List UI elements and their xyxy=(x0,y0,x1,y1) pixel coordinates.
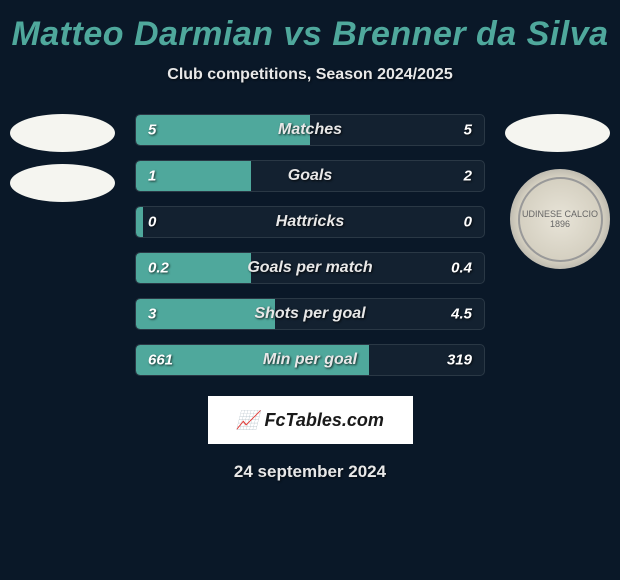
stat-fill xyxy=(136,207,143,237)
stat-value-left: 661 xyxy=(148,352,173,369)
stat-row: 5 Matches 5 xyxy=(135,114,485,146)
stat-value-right: 0 xyxy=(464,214,472,231)
page-title: Matteo Darmian vs Brenner da Silva xyxy=(11,15,608,54)
stat-value-right: 4.5 xyxy=(451,306,472,323)
stat-row: 0.2 Goals per match 0.4 xyxy=(135,252,485,284)
player1-club-icon xyxy=(10,164,115,202)
stat-value-left: 1 xyxy=(148,168,156,185)
player1-badge-icon xyxy=(10,114,115,152)
stat-row: 1 Goals 2 xyxy=(135,160,485,192)
stat-label: Goals per match xyxy=(247,259,372,277)
left-badges xyxy=(10,114,115,202)
stat-label: Goals xyxy=(288,167,332,185)
stat-label: Min per goal xyxy=(263,351,357,369)
stat-row: 661 Min per goal 319 xyxy=(135,344,485,376)
chart-icon: 📈 xyxy=(236,410,258,431)
stat-label: Hattricks xyxy=(276,213,344,231)
stat-value-right: 5 xyxy=(464,122,472,139)
stat-row: 0 Hattricks 0 xyxy=(135,206,485,238)
stats-area: UDINESE CALCIO 1896 5 Matches 5 1 Goals 2 0 Hat… xyxy=(0,114,620,376)
stat-label: Shots per goal xyxy=(254,305,365,323)
stat-value-left: 3 xyxy=(148,306,156,323)
club-badge-label: UDINESE CALCIO 1896 xyxy=(518,177,603,262)
date-label: 24 september 2024 xyxy=(234,462,386,482)
stat-bars: 5 Matches 5 1 Goals 2 0 Hattricks 0 0.2 Goals per … xyxy=(135,114,485,376)
stat-row: 3 Shots per goal 4.5 xyxy=(135,298,485,330)
stat-value-right: 2 xyxy=(464,168,472,185)
stat-label: Matches xyxy=(278,121,342,139)
subtitle: Club competitions, Season 2024/2025 xyxy=(167,66,452,84)
logo-text: FcTables.com xyxy=(265,410,384,431)
player2-badge-icon xyxy=(505,114,610,152)
fctables-logo: 📈 FcTables.com xyxy=(208,396,413,444)
stat-value-left: 0 xyxy=(148,214,156,231)
player2-club-badge: UDINESE CALCIO 1896 xyxy=(510,169,610,269)
stat-value-right: 0.4 xyxy=(451,260,472,277)
right-badges: UDINESE CALCIO 1896 xyxy=(510,169,610,269)
stat-value-right: 319 xyxy=(447,352,472,369)
stat-value-left: 0.2 xyxy=(148,260,169,277)
stat-value-left: 5 xyxy=(148,122,156,139)
